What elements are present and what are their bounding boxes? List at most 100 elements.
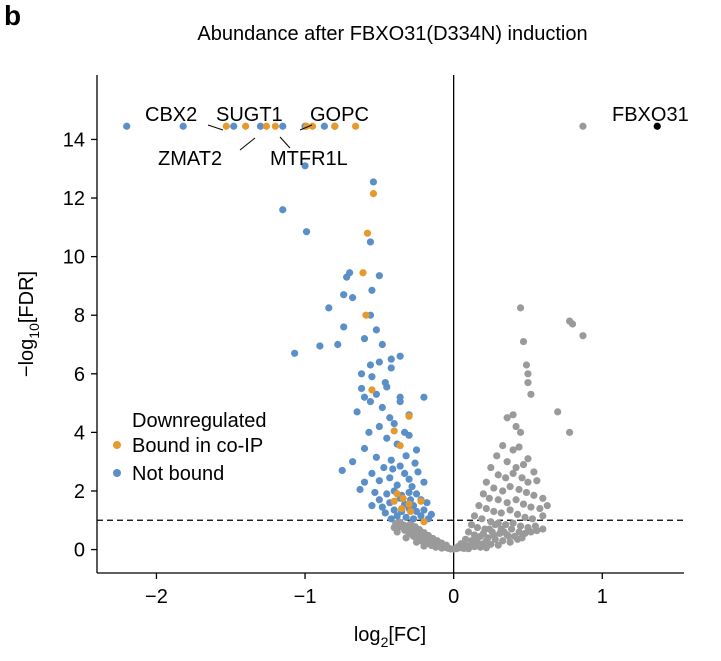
point-other: [509, 469, 517, 477]
point-other: [499, 487, 507, 495]
point-other: [475, 502, 483, 510]
point-bound: [369, 190, 378, 198]
y-tick-label: 14: [63, 129, 85, 151]
point-not-bound: [375, 358, 383, 366]
point-other: [519, 337, 528, 346]
point-other: [579, 332, 587, 340]
point-highlight: [653, 122, 661, 130]
point-other: [524, 378, 532, 387]
point-not-bound: [393, 512, 401, 520]
point-other: [518, 474, 526, 482]
point-not-bound: [372, 326, 380, 334]
gene-annotations: CBX2 SUGT1 GOPC ZMAT2 MTFR1L FBXO31: [145, 104, 689, 170]
point-bound: [405, 412, 413, 420]
point-not-bound: [402, 513, 410, 521]
point-not-bound: [179, 122, 187, 130]
legend-label: Not bound: [132, 463, 224, 485]
point-other: [516, 304, 525, 312]
point-other: [470, 512, 479, 520]
point-other: [509, 519, 517, 527]
point-other: [412, 538, 421, 546]
point-not-bound: [349, 294, 357, 302]
point-not-bound: [123, 122, 131, 130]
x-tick-label: 1: [597, 586, 608, 608]
point-not-bound: [360, 444, 369, 453]
point-other: [503, 414, 511, 422]
x-tick-label: 0: [448, 586, 459, 608]
point-not-bound: [401, 469, 409, 477]
point-other: [490, 507, 498, 516]
y-axis-label: −log10[FDR]: [16, 271, 42, 377]
point-other: [499, 537, 507, 545]
point-other: [506, 506, 514, 514]
point-not-bound: [402, 452, 410, 460]
point-other: [524, 478, 532, 486]
y-tick-label: 2: [74, 481, 85, 503]
y-tick-label: 10: [63, 247, 85, 269]
point-not-bound: [340, 323, 348, 331]
annotation-leader-line: [279, 136, 291, 149]
point-not-bound: [353, 408, 361, 416]
point-other: [533, 477, 541, 485]
point-not-bound: [412, 446, 421, 454]
point-bound: [242, 122, 250, 130]
annotation-gopc: GOPC: [310, 104, 369, 126]
point-not-bound: [414, 468, 422, 476]
point-not-bound: [357, 370, 366, 378]
point-not-bound: [412, 507, 421, 516]
point-not-bound: [383, 490, 391, 498]
point-not-bound: [349, 458, 357, 466]
point-not-bound: [365, 428, 373, 436]
legend: Downregulated Bound in co-IP Not bound: [113, 410, 267, 485]
point-not-bound: [417, 512, 425, 520]
point-not-bound: [409, 515, 418, 523]
point-other: [524, 455, 532, 463]
point-not-bound: [371, 488, 379, 497]
point-not-bound: [360, 335, 369, 343]
point-not-bound: [387, 364, 395, 372]
point-not-bound: [412, 490, 421, 498]
point-other: [479, 490, 487, 498]
point-other: [479, 529, 487, 538]
point-other: [539, 525, 547, 533]
point-bound: [420, 518, 428, 526]
point-other: [494, 541, 502, 549]
point-not-bound: [387, 355, 395, 363]
x-tick-label: −2: [145, 586, 168, 608]
point-not-bound: [390, 420, 398, 428]
point-other: [464, 528, 473, 536]
point-bound: [390, 497, 398, 505]
point-other: [506, 538, 514, 546]
point-other: [473, 523, 482, 532]
point-not-bound: [356, 485, 364, 494]
point-not-bound: [396, 398, 404, 406]
point-not-bound: [405, 431, 413, 439]
point-not-bound: [316, 342, 324, 350]
point-other: [522, 488, 531, 497]
y-tick-label: 12: [63, 188, 85, 210]
point-not-bound: [291, 349, 299, 357]
annotation-leader-line: [207, 124, 224, 131]
point-not-bound: [375, 422, 383, 431]
point-not-bound: [368, 469, 376, 477]
point-bound: [417, 497, 425, 505]
point-bound: [406, 507, 415, 516]
point-other: [516, 522, 525, 530]
point-not-bound: [411, 459, 419, 467]
point-not-bound: [368, 286, 376, 294]
point-other: [476, 541, 485, 549]
point-other: [506, 482, 514, 491]
point-other: [467, 521, 476, 529]
point-other: [513, 535, 522, 543]
point-not-bound: [301, 162, 309, 170]
point-not-bound: [383, 434, 391, 442]
point-other: [494, 496, 502, 504]
point-not-bound: [387, 456, 395, 464]
point-bound: [362, 311, 370, 319]
point-not-bound: [302, 228, 311, 236]
point-not-bound: [378, 403, 386, 412]
point-not-bound: [369, 178, 378, 186]
point-bound: [331, 122, 339, 130]
